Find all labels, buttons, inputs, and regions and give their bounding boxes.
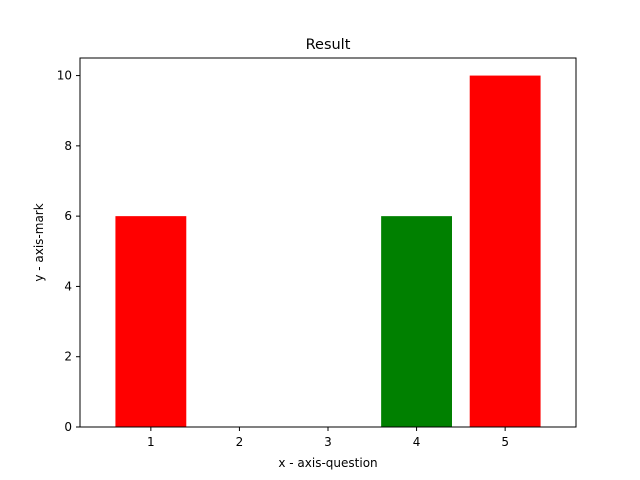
- x-tick-label: 4: [413, 435, 421, 449]
- y-tick-label: 10: [57, 69, 72, 83]
- x-axis-label: x - axis-question: [278, 456, 377, 470]
- y-axis-ticks: 0 2 4 6 8 10: [57, 69, 80, 434]
- bar-5: [469, 75, 541, 428]
- y-tick-label: 8: [64, 139, 72, 153]
- y-tick-label: 0: [64, 420, 72, 434]
- x-tick-label: 5: [501, 435, 509, 449]
- chart-title: Result: [306, 37, 351, 53]
- plot-area-frame: [79, 57, 577, 428]
- bars-group: [115, 75, 541, 428]
- y-tick-label: 2: [64, 350, 72, 364]
- y-tick-label: 6: [64, 209, 72, 223]
- bar-4: [381, 216, 452, 427]
- y-tick-label: 4: [64, 279, 72, 293]
- x-axis-ticks: 1 2 3 4 5: [147, 427, 509, 449]
- x-tick-label: 3: [324, 435, 332, 449]
- y-axis-label: y - axis-mark: [32, 203, 46, 281]
- bar-1: [115, 216, 187, 427]
- x-tick-label: 2: [236, 435, 244, 449]
- x-tick-label: 1: [147, 435, 155, 449]
